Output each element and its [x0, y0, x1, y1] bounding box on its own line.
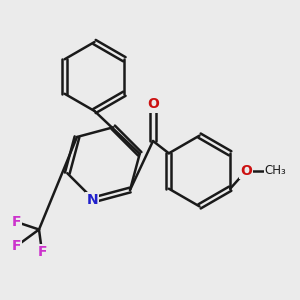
Text: O: O [240, 164, 252, 178]
Text: CH₃: CH₃ [265, 164, 286, 178]
Text: F: F [12, 215, 21, 229]
Text: F: F [12, 239, 21, 253]
Text: N: N [86, 193, 98, 207]
Text: F: F [37, 245, 47, 259]
Text: O: O [147, 98, 159, 111]
